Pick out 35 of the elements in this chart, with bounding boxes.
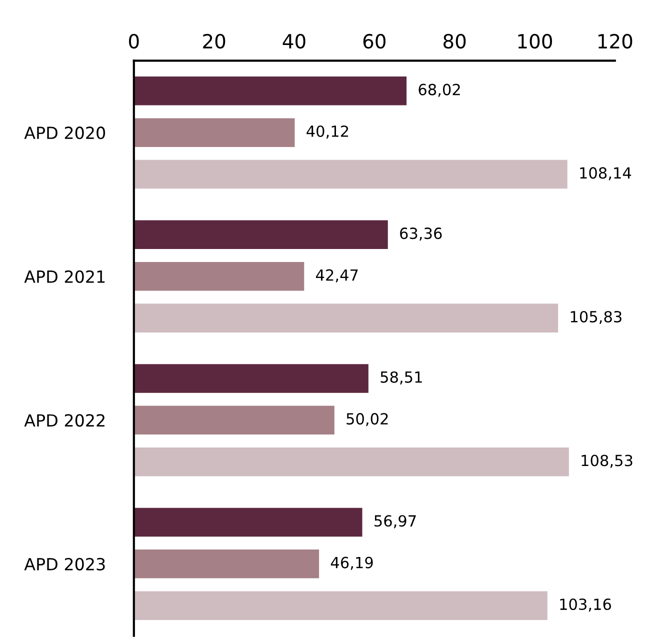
x-tick-label: 40 xyxy=(282,34,306,49)
bar xyxy=(134,262,304,291)
bar xyxy=(134,76,407,106)
data-label: 46,19 xyxy=(330,556,373,570)
data-label: 105,83 xyxy=(570,310,622,324)
x-tick-label: 100 xyxy=(518,34,552,49)
y-tick-label: APD 2021 xyxy=(24,270,105,283)
bar xyxy=(134,550,320,578)
bar xyxy=(134,406,334,435)
x-tick-label: 80 xyxy=(444,34,466,49)
data-label: 40,12 xyxy=(306,125,348,139)
y-tick-label: APD 2023 xyxy=(24,558,105,570)
bar xyxy=(134,364,368,393)
bar xyxy=(134,118,295,147)
bar xyxy=(134,447,569,476)
bar xyxy=(134,220,388,250)
bar xyxy=(134,160,568,189)
x-tick-label: 60 xyxy=(363,34,386,49)
data-label: 42,47 xyxy=(316,269,358,282)
data-label: 58,51 xyxy=(380,371,422,384)
x-tick-label: 20 xyxy=(203,34,226,49)
data-label: 108,14 xyxy=(580,167,632,180)
x-tick-label: 120 xyxy=(598,34,632,49)
y-tick-label: APD 2022 xyxy=(24,414,104,427)
data-label: 108,53 xyxy=(582,454,632,468)
data-label: 50,02 xyxy=(346,413,388,426)
bar xyxy=(134,508,362,537)
bar xyxy=(134,591,548,620)
bar xyxy=(134,304,558,332)
x-tick-label: 0 xyxy=(128,34,139,49)
data-label: 56,97 xyxy=(374,515,416,528)
data-label: 63,36 xyxy=(400,228,442,241)
data-label: 103,16 xyxy=(560,598,612,612)
y-tick-label: APD 2020 xyxy=(24,126,106,140)
data-label: 68,02 xyxy=(418,84,460,97)
